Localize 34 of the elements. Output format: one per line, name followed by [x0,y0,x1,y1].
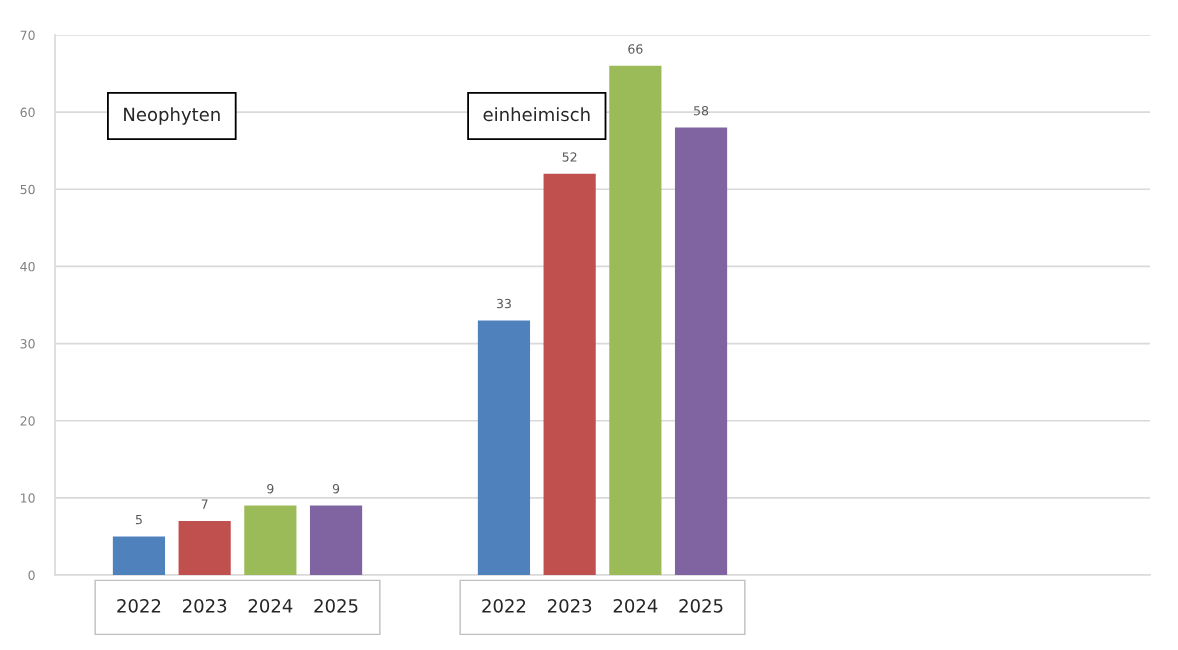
bar [112,536,166,575]
bar [244,505,297,575]
bar [543,173,596,575]
y-tick-label: 60 [20,107,35,118]
series-label: 2025 [314,598,358,613]
text: 2022 [482,598,526,613]
text: 2024 [613,598,658,613]
y-tick-label: 50 [20,184,35,195]
annotation: Neophyten [124,107,220,125]
y-tick-label: 40 [20,261,35,272]
data-label: 66 [628,44,643,54]
text: 2023 [548,598,592,613]
bar [477,320,531,575]
y-tick-label: 10 [21,493,35,503]
bar [674,127,728,575]
series-label: 2023 [183,598,227,613]
bar [309,505,363,575]
bar [178,521,231,575]
series-label: 2022 [117,598,161,613]
y-tick-label: 0 [28,570,35,580]
data-label: 9 [332,483,340,494]
data-label: 52 [562,152,577,162]
data-label: 7 [201,499,208,509]
data-label: 5 [135,514,142,525]
y-tick-label: 20 [20,416,35,426]
y-tick-label: 30 [20,339,35,349]
y-tick-label: 70 [20,30,35,40]
data-label: 9 [267,483,274,494]
series-label: 2024 [248,598,293,613]
bar [609,65,662,575]
text: 2025 [679,598,723,613]
data-label: 33 [496,298,511,309]
annotation: einheimisch [483,107,590,122]
data-label: 58 [694,105,709,116]
